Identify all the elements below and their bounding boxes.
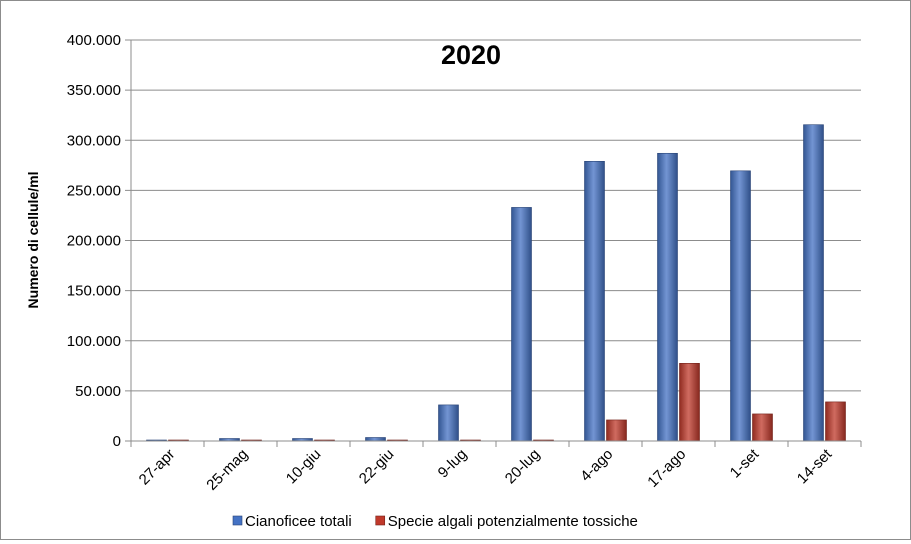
y-tick-label: 0 <box>113 433 121 450</box>
bar-cianoficee-1-set <box>730 170 751 442</box>
x-tick-label: 9-lug <box>435 446 471 482</box>
bar-specie-tossiche-4-ago <box>606 419 627 442</box>
bar-cianoficee-20-lug <box>511 207 532 442</box>
x-tick-label: 1-set <box>727 445 763 481</box>
y-tick-label: 300.000 <box>67 132 121 149</box>
bars <box>146 124 846 442</box>
bar-cianoficee-17-ago <box>657 152 678 442</box>
chart-title: 2020 <box>441 40 501 70</box>
x-tick-label: 17-ago <box>644 446 689 491</box>
y-tick-label: 50.000 <box>75 383 121 400</box>
bar-specie-tossiche-17-ago <box>679 363 700 442</box>
x-tick-label: 4-ago <box>577 446 616 485</box>
y-axis-label: Numero di cellule/ml <box>25 172 41 309</box>
y-tick-label: 100.000 <box>67 333 121 350</box>
axes <box>130 40 862 447</box>
y-tick-label: 350.000 <box>67 82 121 99</box>
legend-swatch <box>232 515 243 526</box>
y-tick-label: 250.000 <box>67 182 121 199</box>
x-tick-label: 20-lug <box>502 446 544 488</box>
y-tick-label: 200.000 <box>67 233 121 250</box>
x-tick-labels: 27-apr 25-mag 10-giu 22-giu 9-lug 20-lug 4-ago… <box>136 445 836 494</box>
y-tick-label: 150.000 <box>67 283 121 300</box>
y-tick-label: 400.000 <box>67 32 121 49</box>
bar-cianoficee-14-set <box>803 124 824 442</box>
legend-label: Specie algali potenzialmente tossiche <box>388 513 638 530</box>
bar-cianoficee-9-lug <box>438 404 459 442</box>
bar-specie-tossiche-1-set <box>752 413 773 442</box>
x-tick-label: 14-set <box>794 445 836 487</box>
y-tick-labels: 0 50.000 100.000 150.000 200.000 250.000 300.0… <box>67 32 121 450</box>
bar-cianoficee-22-giu <box>365 437 386 442</box>
x-tick-label: 22-giu <box>356 446 398 488</box>
legend: Cianoficee totali Specie algali potenzial… <box>232 513 638 530</box>
x-tick-label: 10-giu <box>283 446 325 488</box>
legend-label: Cianoficee totali <box>245 513 352 530</box>
x-tick-label: 25-mag <box>203 446 251 494</box>
bar-specie-tossiche-14-set <box>825 401 846 442</box>
bar-cianoficee-4-ago <box>584 161 605 442</box>
legend-swatch <box>375 515 386 526</box>
x-tick-label: 27-apr <box>136 446 179 489</box>
